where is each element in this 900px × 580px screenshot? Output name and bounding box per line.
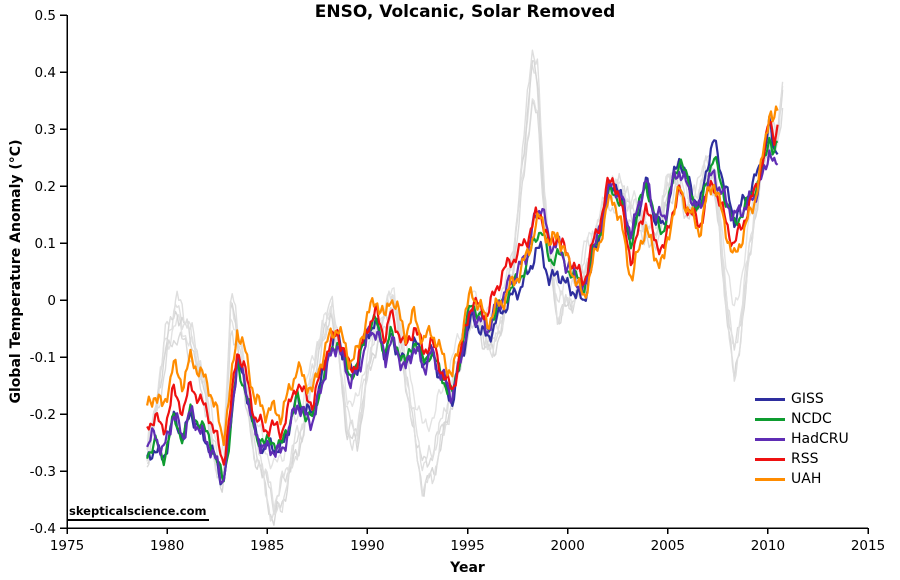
- y-tick-label: 0.4: [35, 65, 56, 81]
- y-tick-label: 0.5: [35, 8, 56, 24]
- y-tick-label: -0.2: [30, 407, 56, 423]
- legend-label: RSS: [791, 451, 819, 467]
- legend-swatch-giss: [755, 397, 785, 401]
- x-tick-label: 2010: [751, 538, 785, 554]
- x-tick-label: 2005: [651, 538, 685, 554]
- y-tick-label: 0.3: [35, 122, 56, 138]
- series-line-ncdc: [146, 136, 779, 483]
- legend-label: GISS: [791, 391, 824, 407]
- legend-swatch-hadcru: [755, 437, 785, 441]
- raw-series-line-0: [146, 89, 784, 470]
- y-tick-label: -0.1: [30, 350, 56, 366]
- raw-series-line-2: [146, 64, 784, 511]
- y-tick-label: -0.4: [30, 521, 56, 537]
- y-tick-label: -0.3: [30, 464, 56, 480]
- y-tick-label: 0: [47, 293, 56, 309]
- raw-series-line-3: [146, 60, 784, 526]
- x-axis-label: Year: [450, 560, 485, 576]
- x-tick-label: 1975: [50, 538, 84, 554]
- legend-swatch-rss: [755, 457, 785, 461]
- legend-item-giss: GISS: [755, 389, 849, 409]
- legend-label: NCDC: [791, 411, 832, 427]
- legend-label: UAH: [791, 471, 822, 487]
- legend-item-uah: UAH: [755, 469, 849, 489]
- x-tick-label: 1995: [450, 538, 484, 554]
- chart-title: ENSO, Volcanic, Solar Removed: [314, 2, 616, 22]
- x-tick-label: 1985: [250, 538, 284, 554]
- x-tick-label: 1990: [350, 538, 384, 554]
- x-tick-label: 2015: [851, 538, 885, 554]
- legend: GISS NCDC HadCRU RSS UAH: [755, 389, 849, 489]
- legend-swatch-ncdc: [755, 417, 785, 421]
- watermark: skepticalscience.com: [68, 504, 210, 521]
- x-tick-label: 2000: [550, 538, 584, 554]
- legend-item-ncdc: NCDC: [755, 409, 849, 429]
- raw-series-line-1: [146, 100, 784, 516]
- legend-item-hadcru: HadCRU: [755, 429, 849, 449]
- legend-swatch-uah: [755, 477, 785, 481]
- raw-series-line-4: [146, 49, 784, 522]
- x-tick-label: 1980: [150, 538, 184, 554]
- legend-item-rss: RSS: [755, 449, 849, 469]
- legend-label: HadCRU: [791, 431, 849, 447]
- y-tick-label: 0.2: [35, 179, 56, 195]
- series-line-uah: [146, 105, 779, 447]
- y-tick-label: 0.1: [35, 236, 56, 252]
